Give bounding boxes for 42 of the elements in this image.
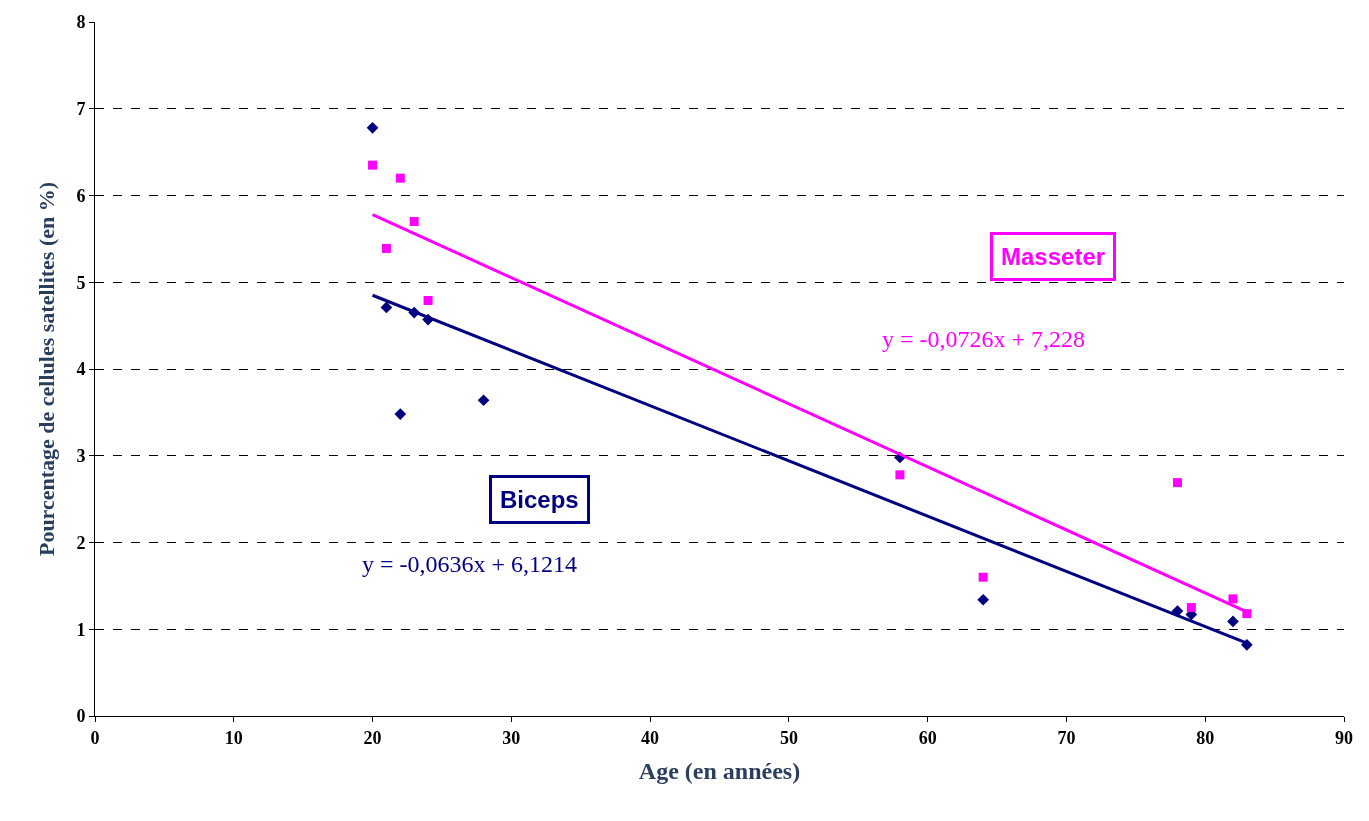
x-tick-label: 30 — [502, 727, 521, 748]
point — [380, 301, 393, 314]
y-tick-label: 0 — [76, 706, 86, 727]
y-tick-label: 6 — [76, 185, 86, 206]
point — [1228, 594, 1238, 604]
annotation: y = -0,0726x + 7,228 — [882, 326, 1086, 352]
y-tick-label: 4 — [76, 359, 86, 380]
point — [394, 408, 407, 420]
annotation: y = -0,0636x + 6,1214 — [362, 551, 578, 577]
y-axis-title: Pourcentage de cellules satellites (en %) — [34, 181, 60, 557]
x-tick-label: 70 — [1057, 727, 1076, 748]
x-tick-label: 50 — [779, 727, 798, 748]
point — [1171, 605, 1184, 617]
text: Masseter — [1001, 243, 1106, 270]
point — [477, 394, 490, 407]
text: Biceps — [500, 486, 579, 513]
x-tick-label: 90 — [1335, 727, 1353, 748]
point — [1186, 603, 1196, 613]
point — [895, 470, 905, 480]
point — [409, 217, 419, 227]
x-tick-label: 20 — [363, 727, 382, 748]
point — [381, 243, 391, 253]
point — [423, 295, 433, 305]
x-tick-label: 10 — [224, 727, 243, 748]
y-tick-label: 8 — [76, 12, 86, 33]
point — [366, 121, 379, 134]
x-tick-label: 60 — [918, 727, 937, 748]
y-tick-label: 1 — [76, 619, 86, 640]
x-tick-label: 80 — [1196, 727, 1215, 748]
point — [977, 593, 990, 606]
point — [395, 173, 405, 183]
y-tick-label: 5 — [76, 272, 86, 293]
x-tick-label: 0 — [90, 727, 100, 748]
x-tick-label: 40 — [641, 727, 660, 748]
point — [1227, 615, 1239, 628]
x-axis-title: Age (en années) — [638, 757, 801, 784]
point — [368, 160, 378, 170]
point — [1172, 478, 1182, 488]
y-tick-label: 3 — [76, 446, 86, 467]
y-tick-label: 7 — [76, 99, 86, 120]
y-tick-label: 2 — [76, 532, 86, 553]
point — [978, 572, 988, 582]
